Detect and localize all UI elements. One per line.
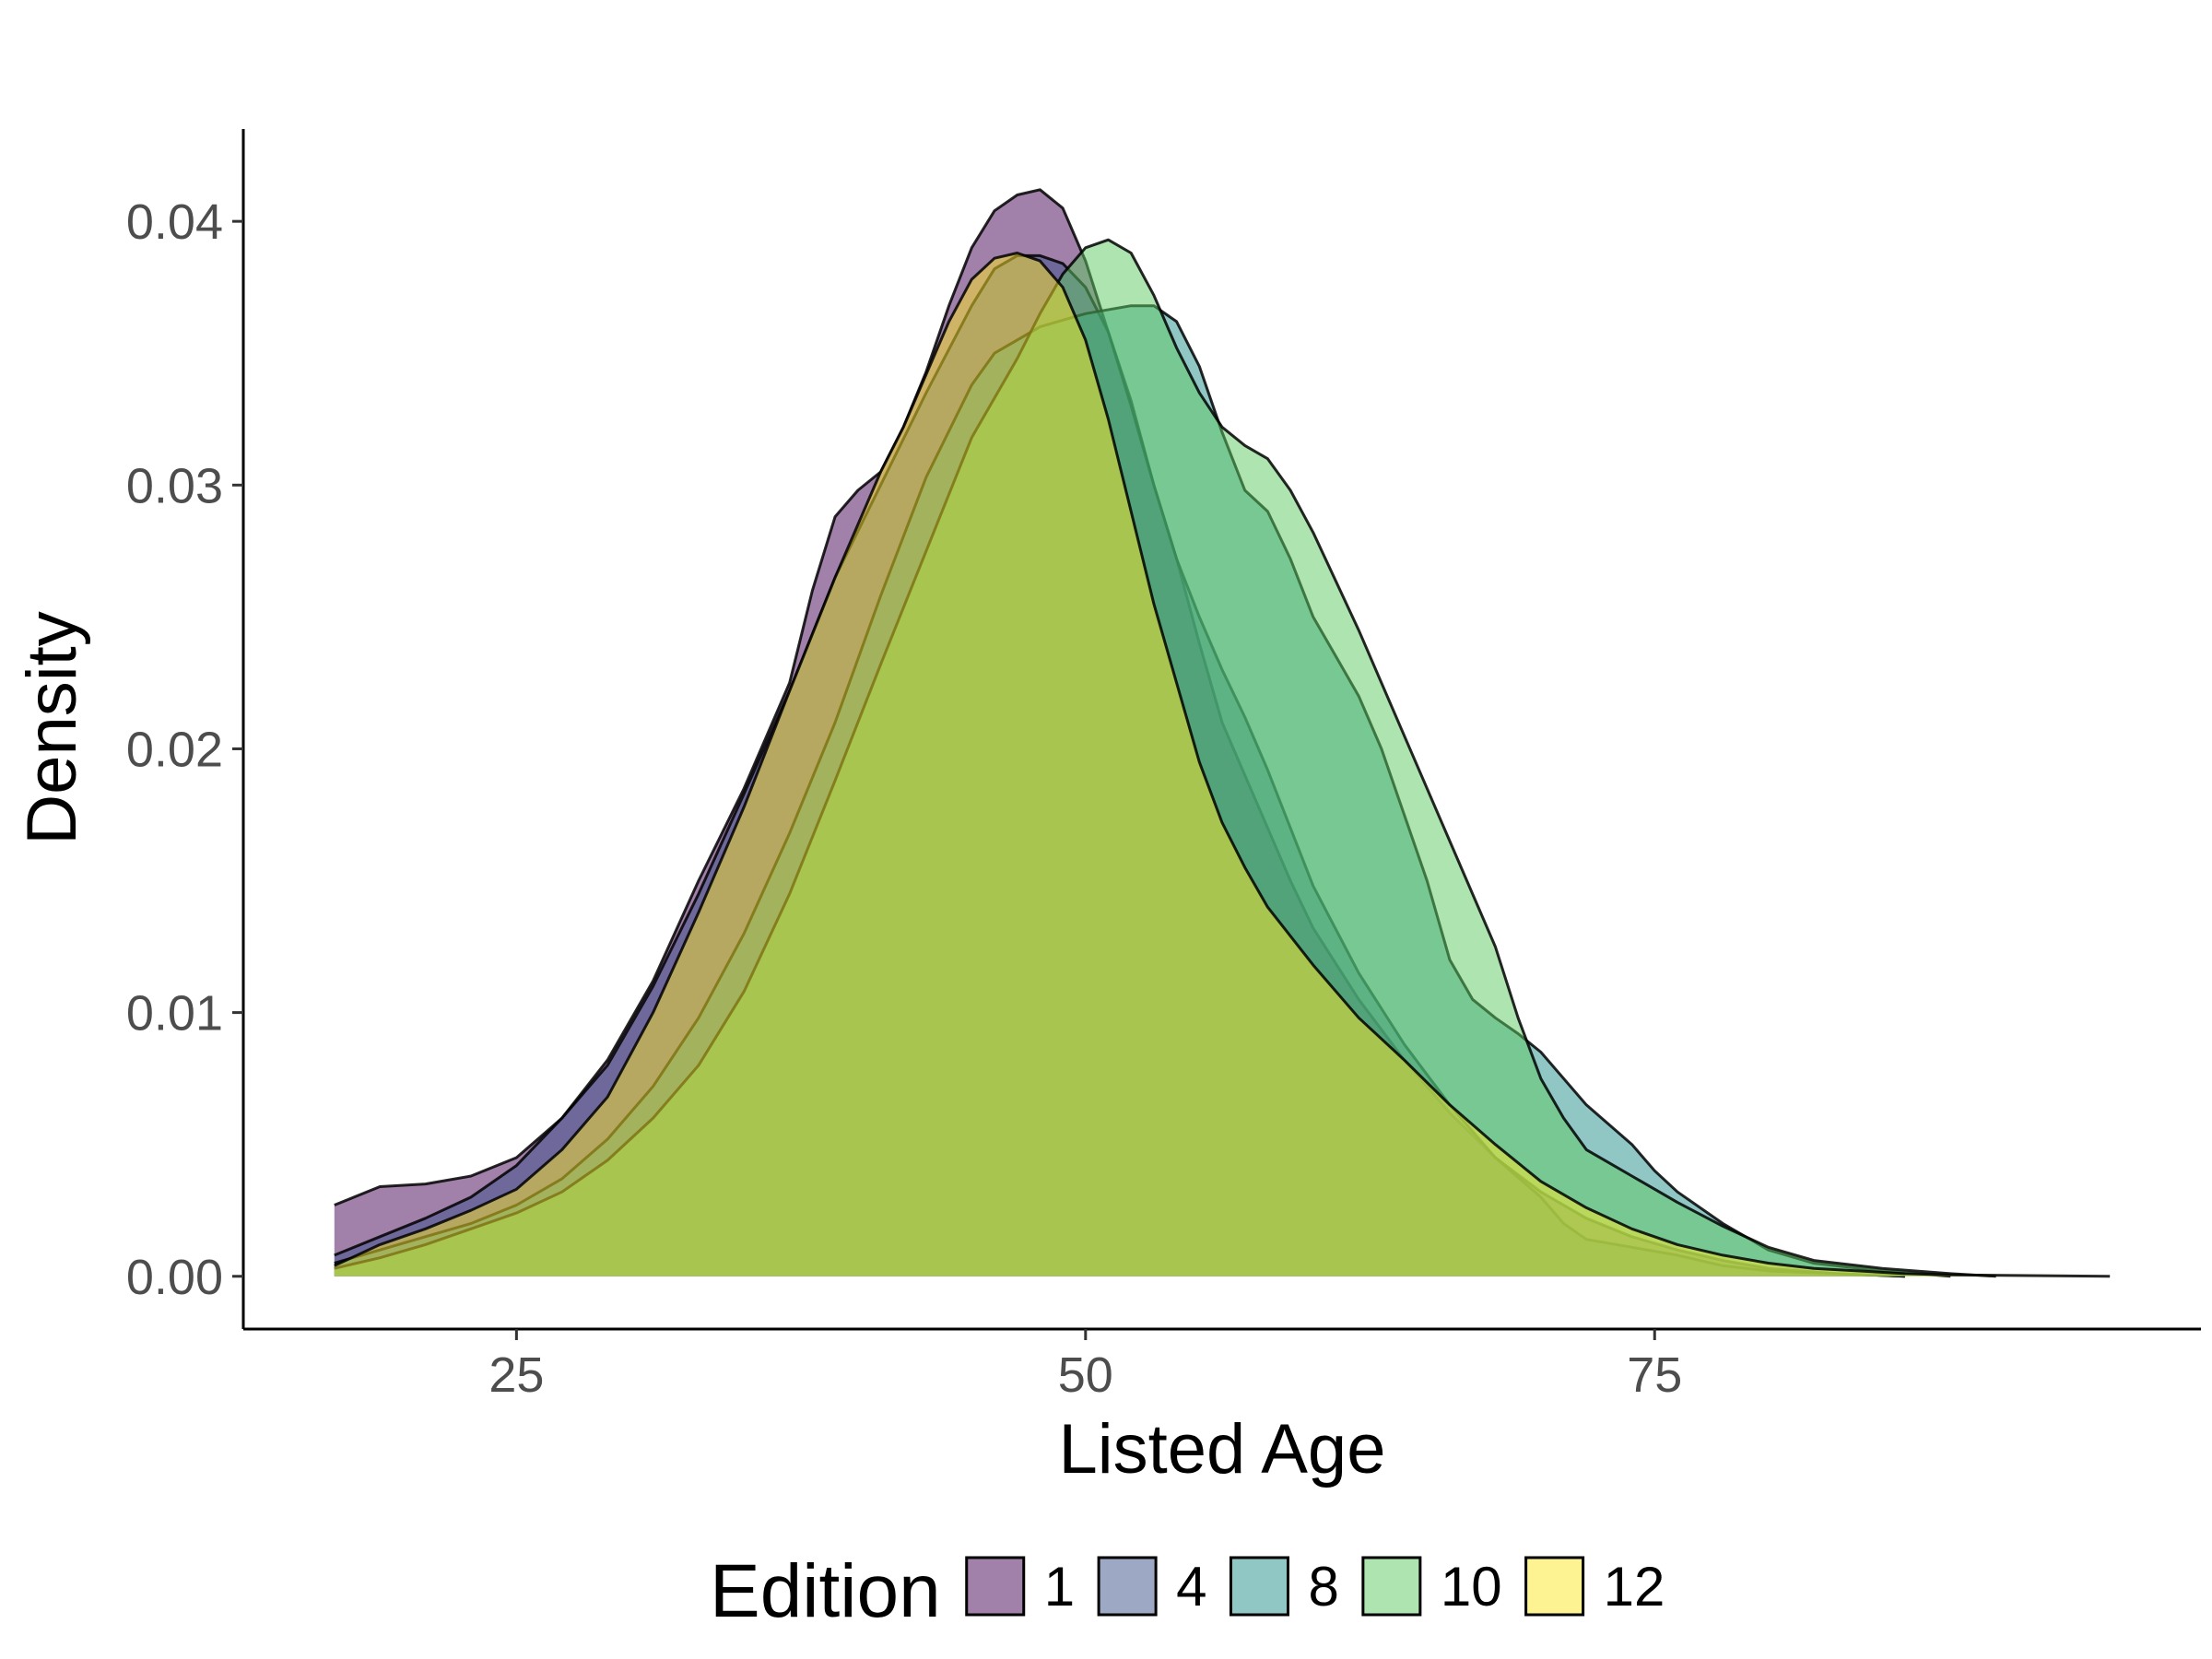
- density-areas: [334, 188, 2111, 1278]
- x-ticks: 25 50 75: [488, 1329, 1682, 1403]
- legend-label-edition-1: 1: [1044, 1556, 1075, 1618]
- y-tick-label: 0.02: [126, 722, 223, 777]
- legend-swatch-edition-4: [1097, 1556, 1158, 1617]
- y-axis-title: Density: [13, 611, 91, 844]
- x-tick-label: 50: [1058, 1347, 1113, 1403]
- legend-label-edition-8: 8: [1308, 1556, 1338, 1618]
- legend-label-edition-12: 12: [1604, 1556, 1665, 1618]
- density-line-edition-12: [334, 252, 2111, 1278]
- y-tick-label: 0.03: [126, 458, 223, 513]
- legend-label-edition-4: 4: [1176, 1556, 1206, 1618]
- x-tick-label: 25: [488, 1347, 544, 1403]
- legend-swatch-edition-1: [965, 1556, 1026, 1617]
- legend-swatch-edition-10: [1361, 1556, 1422, 1617]
- legend-swatch-edition-12: [1524, 1556, 1585, 1617]
- x-axis-title: Listed Age: [1059, 1410, 1386, 1488]
- x-tick-label: 75: [1627, 1347, 1682, 1403]
- y-ticks: 0.00 0.01 0.02 0.03 0.04: [126, 194, 243, 1305]
- legend-title: Edition: [710, 1549, 941, 1633]
- legend: Edition 1 4 8 10 12: [710, 1549, 1665, 1633]
- y-tick-label: 0.04: [126, 194, 223, 250]
- legend-label-edition-10: 10: [1441, 1556, 1502, 1618]
- y-tick-label: 0.01: [126, 986, 223, 1041]
- y-tick-label: 0.00: [126, 1250, 223, 1305]
- density-area-edition-12: [334, 253, 2111, 1277]
- legend-swatch-edition-8: [1229, 1556, 1289, 1617]
